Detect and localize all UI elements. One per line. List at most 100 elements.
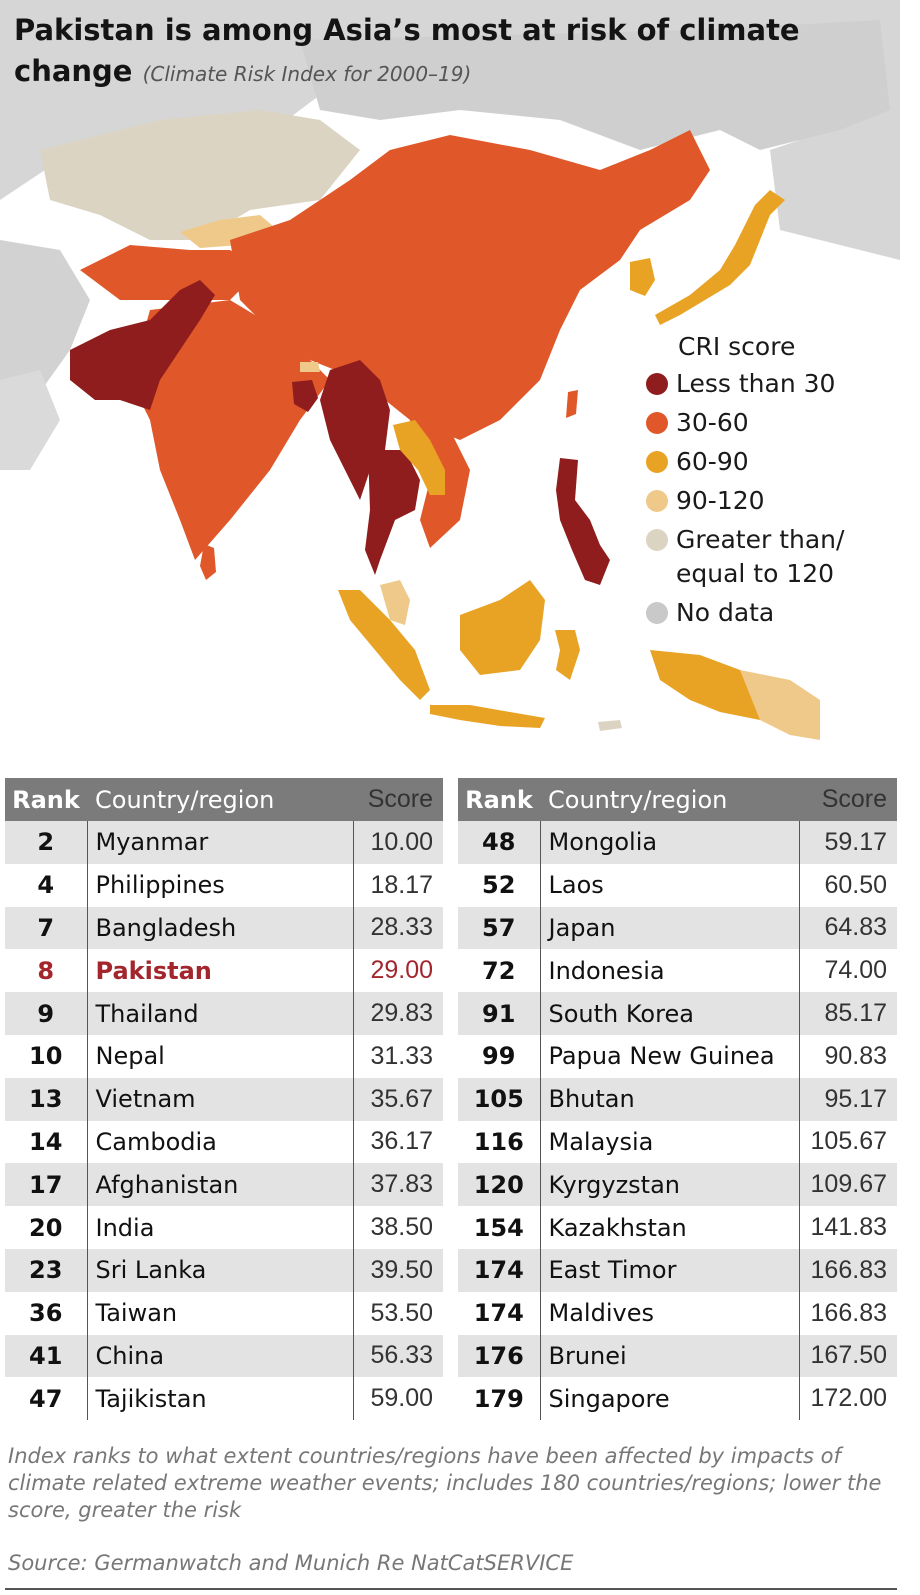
rank-cell: 36: [5, 1291, 88, 1335]
rank-cell: 8: [5, 949, 88, 993]
table-row: 13 Vietnam 35.67: [5, 1077, 443, 1121]
ranking-table-left: Rank Country/region Score 2 Myanmar 10.00 4…: [5, 778, 443, 1421]
score-cell: 18.17: [352, 863, 443, 907]
table-row: 4 Philippines 18.17: [5, 863, 443, 907]
legend-label: Less than 30: [676, 369, 836, 398]
legend-swatch: [646, 602, 668, 624]
title-main: Pakistan is among Asia’s most at risk of…: [14, 13, 800, 88]
ranking-table-right: Rank Country/region Score 48 Mongolia 59.1…: [458, 778, 897, 1421]
south-korea-region: [630, 258, 655, 296]
legend-swatch: [646, 373, 668, 395]
header-rank: Rank: [5, 778, 87, 821]
country-cell: Vietnam: [87, 1077, 353, 1121]
rank-cell: 2: [5, 821, 88, 864]
legend-label: Greater than/ equal to 120: [676, 525, 845, 588]
score-cell: 109.67: [798, 1163, 897, 1207]
table-row: 91 South Korea 85.17: [458, 992, 897, 1035]
header-country: Country/region: [87, 778, 353, 821]
country-cell: China: [87, 1334, 353, 1378]
score-cell: 59.00: [352, 1377, 443, 1421]
china-mongolia-region: [230, 130, 710, 440]
rank-cell: 41: [5, 1334, 88, 1378]
legend-title: CRI score: [678, 332, 796, 361]
country-cell: Afghanistan: [87, 1163, 353, 1207]
header-score: Score: [799, 778, 897, 821]
east-timor-region: [598, 720, 622, 731]
score-cell: 95.17: [798, 1077, 897, 1121]
table-row: 174 Maldives 166.83: [458, 1291, 897, 1335]
rank-cell: 116: [458, 1120, 541, 1164]
taiwan-region: [566, 390, 578, 418]
legend-swatch: [646, 412, 668, 434]
table-row: 48 Mongolia 59.17: [458, 821, 897, 864]
country-cell: Myanmar: [87, 821, 353, 864]
score-cell: 141.83: [798, 1206, 897, 1249]
header-score: Score: [353, 778, 443, 821]
legend-label: 30-60: [676, 408, 749, 437]
legend-label: 60-90: [676, 447, 749, 476]
rank-cell: 47: [5, 1377, 88, 1421]
score-cell: 31.33: [352, 1034, 443, 1078]
country-cell: Malaysia: [548, 1127, 654, 1156]
table-row: 2 Myanmar 10.00: [5, 821, 443, 864]
central-asia-region: [80, 245, 260, 300]
title-subtitle: (Climate Risk Index for 2000–19): [142, 62, 472, 86]
png-east-region: [740, 670, 820, 740]
bottom-rule: [5, 1588, 897, 1590]
java-region: [430, 705, 545, 728]
table-row: 20 India 38.50: [5, 1206, 443, 1249]
table-row: 179 Singapore 172.00: [458, 1377, 897, 1421]
rank-cell: 9: [5, 992, 88, 1035]
legend-item: Less than 30: [646, 367, 844, 401]
country-cell: Bhutan: [540, 1077, 799, 1121]
india-region: [130, 300, 330, 560]
rank-cell: 105: [458, 1077, 541, 1121]
russia-region: [300, 20, 890, 150]
background-land-region: [0, 0, 900, 260]
table-row: 57 Japan 64.83: [458, 906, 897, 950]
rank-cell: 99: [458, 1034, 541, 1078]
country-cell: Pakistan: [95, 956, 212, 985]
rank-cell: 20: [5, 1206, 88, 1249]
ranking-tables: Rank Country/region Score 2 Myanmar 10.00 4…: [5, 778, 897, 1428]
pakistan-region: [70, 280, 215, 410]
map-panel: Pakistan is among Asia’s most at risk of…: [0, 0, 920, 770]
country-cell: Kazakhstan: [548, 1213, 687, 1242]
country-cell: Bangladesh: [87, 906, 353, 950]
bangladesh-region: [292, 380, 318, 412]
table-row: 36 Taiwan 53.50: [5, 1291, 443, 1335]
country-cell: Thailand: [87, 992, 353, 1035]
nepal-region: [228, 332, 290, 360]
rank-cell: 174: [458, 1291, 541, 1335]
table-row: 174 East Timor 166.83: [458, 1248, 897, 1292]
country-cell: Papua New Guinea: [548, 1042, 775, 1071]
rank-cell: 17: [5, 1163, 88, 1207]
table-row: 154 Kazakhstan 141.83: [458, 1206, 897, 1249]
score-cell: 74.00: [798, 949, 897, 993]
sri-lanka-region: [200, 544, 216, 580]
table-body-left: 2 Myanmar 10.00 4 Philippines 18.17 7 Banglades…: [5, 821, 443, 1421]
score-cell: 37.83: [352, 1163, 443, 1207]
source-line: Source: Germanwatch and Munich Re NatCat…: [8, 1551, 574, 1575]
score-cell: 60.50: [798, 863, 897, 907]
country-cell: Laos: [548, 871, 604, 900]
header-country: Country/region: [540, 778, 799, 821]
rank-cell: 91: [458, 992, 541, 1035]
table-row: 14 Cambodia 36.17: [5, 1120, 443, 1164]
table-row: 47 Tajikistan 59.00: [5, 1377, 443, 1421]
japan-region: [655, 190, 785, 325]
score-cell: 85.17: [798, 992, 897, 1035]
country-cell: Kyrgyzstan: [540, 1163, 799, 1207]
legend-item: No data: [646, 596, 844, 630]
country-cell: Tajikistan: [95, 1384, 207, 1413]
bhutan-region: [300, 362, 320, 372]
rank-cell: 13: [5, 1077, 88, 1121]
score-cell: 36.17: [352, 1120, 443, 1164]
country-cell: Nepal: [95, 1042, 165, 1071]
footnote: Index ranks to what extent countries/reg…: [8, 1444, 882, 1522]
score-cell: 29.00: [352, 949, 443, 993]
country-cell: Maldives: [548, 1299, 654, 1328]
score-cell: 59.17: [798, 821, 897, 864]
table-body-right: 48 Mongolia 59.17 52 Laos 60.50 57 Japan 64.83 72…: [458, 821, 897, 1421]
score-cell: 56.33: [352, 1334, 443, 1378]
